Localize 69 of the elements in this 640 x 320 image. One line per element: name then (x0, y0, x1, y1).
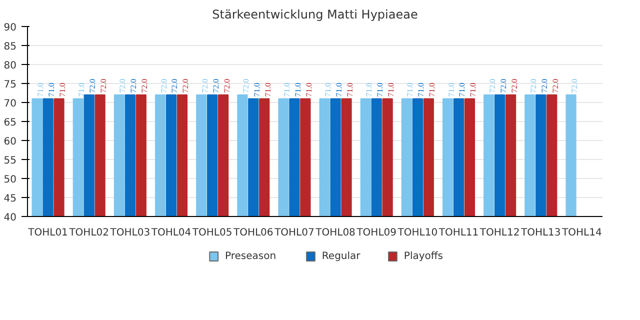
data-label: 72.0 (99, 78, 108, 93)
legend-label: Preseason (225, 251, 276, 262)
x-tick-label: TOHL12 (478, 228, 520, 238)
x-tick-label: TOHL10 (396, 228, 438, 238)
data-label: 72.0 (118, 78, 128, 93)
data-label: 72.0 (88, 78, 98, 93)
x-tick-label: TOHL03 (109, 228, 150, 238)
y-tick-label: 40 (4, 212, 17, 224)
x-tick-label: TOHL05 (191, 228, 232, 238)
data-label: 71.0 (334, 82, 344, 97)
x-tick-label: TOHL02 (68, 228, 110, 238)
data-label: 71.0 (282, 82, 292, 97)
data-label: 71.0 (376, 82, 385, 97)
data-label: 71.0 (468, 82, 478, 97)
legend-label: Regular (322, 251, 362, 262)
y-tick-label: 90 (4, 22, 17, 34)
data-label: 71.0 (416, 82, 426, 97)
data-label: 72.0 (488, 78, 497, 93)
data-label: 71.0 (293, 82, 302, 97)
y-tick-label: 55 (4, 156, 17, 166)
data-label: 71.0 (304, 82, 314, 97)
data-label: 72.0 (200, 78, 210, 93)
data-label: 71.0 (345, 82, 354, 97)
chart-title: Stärkeentwicklung Matti Hypiaeae (212, 8, 418, 22)
x-tick-label: TOHL06 (232, 228, 274, 238)
y-tick-label: 80 (4, 60, 17, 72)
data-label: 71.0 (58, 82, 67, 97)
y-tick-label: 75 (4, 80, 17, 90)
legend-label: Playoffs (404, 251, 443, 262)
x-tick-label: TOHL01 (27, 228, 68, 238)
data-label: 72.0 (498, 78, 508, 93)
data-label: 71.0 (406, 82, 415, 97)
x-tick-label: TOHL08 (314, 228, 356, 238)
y-tick-label: 70 (4, 98, 17, 110)
data-label: 72.0 (570, 78, 580, 93)
data-label: 71.0 (364, 82, 374, 97)
data-label: 72.0 (170, 78, 180, 93)
y-tick-label: 60 (4, 136, 17, 148)
y-tick-label: 50 (4, 174, 17, 186)
data-label: 71.0 (252, 82, 262, 97)
data-label: 71.0 (458, 82, 467, 97)
data-label: 72.0 (540, 78, 549, 93)
data-label: 71.0 (386, 82, 396, 97)
data-label: 72.0 (222, 78, 232, 93)
data-label: 71.0 (446, 82, 456, 97)
data-label: 71.0 (77, 82, 86, 97)
x-tick-label: TOHL13 (520, 228, 561, 238)
data-label: 71.0 (428, 82, 437, 97)
data-label: 71.0 (36, 82, 46, 97)
data-label: 72.0 (510, 78, 519, 93)
data-label: 72.0 (211, 78, 220, 93)
x-tick-label: TOHL04 (150, 228, 192, 238)
x-tick-label: TOHL07 (274, 228, 314, 238)
y-tick-label: 45 (4, 194, 17, 204)
data-label: 71.0 (47, 82, 56, 97)
data-label: 72.0 (159, 78, 168, 93)
data-label: 72.0 (550, 78, 560, 93)
x-tick-label: TOHL09 (356, 228, 397, 238)
y-tick-label: 85 (4, 42, 17, 52)
x-tick-label: TOHL14 (561, 228, 602, 238)
x-tick-label: TOHL11 (438, 228, 479, 238)
data-label: 71.0 (324, 82, 333, 97)
data-label: 72.0 (528, 78, 538, 93)
data-label: 72.0 (181, 78, 190, 93)
data-label: 72.0 (129, 78, 138, 93)
data-label: 72.0 (140, 78, 150, 93)
data-label: 72.0 (241, 78, 250, 93)
y-tick-label: 65 (4, 118, 17, 128)
data-label: 71.0 (263, 82, 272, 97)
